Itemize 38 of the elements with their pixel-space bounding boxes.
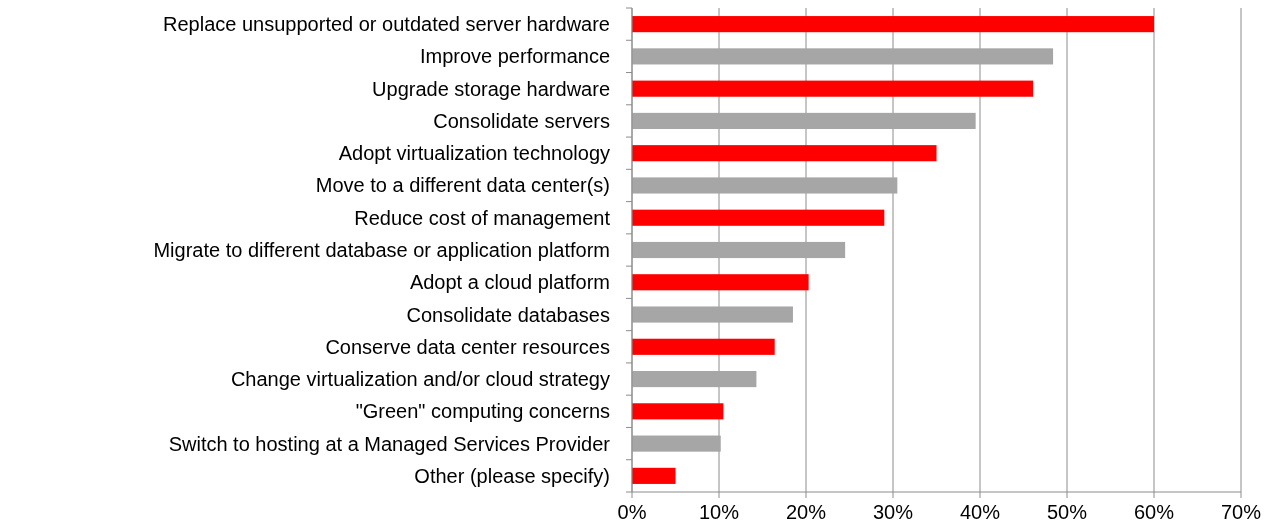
x-tick-label: 0%: [617, 501, 647, 523]
bar: [632, 145, 937, 162]
y-tick-label: Consolidate servers: [433, 109, 610, 132]
x-tick-label: 20%: [785, 501, 827, 523]
x-tick-label: 10%: [698, 501, 740, 523]
bar: [632, 177, 898, 194]
y-tick-label: Migrate to different database or application platform: [153, 239, 610, 261]
bar: [632, 241, 846, 259]
x-tick-label: 40%: [959, 501, 1001, 523]
bar: [632, 48, 1054, 65]
bar: [632, 467, 676, 484]
bar: [632, 274, 809, 291]
bar: [632, 209, 885, 226]
bar: [632, 435, 721, 452]
bar: [632, 371, 757, 388]
y-tick-label: Reduce cost of management: [354, 206, 611, 229]
x-tick-label: 70%: [1220, 501, 1262, 523]
y-tick-label: Improve performance: [419, 45, 610, 68]
y-tick-label: Upgrade storage hardware: [372, 77, 610, 100]
y-tick-label: Adopt virtualization technology: [338, 142, 610, 165]
y-tick-label: Switch to hosting at a Managed Services Provider: [168, 432, 611, 455]
y-tick-label: Move to a different data center(s): [315, 174, 610, 197]
x-tick-label: 30%: [872, 501, 914, 523]
x-tick-label: 60%: [1133, 501, 1175, 523]
y-tick-label: Replace unsupported or outdated server hardware: [163, 13, 610, 36]
bar: [632, 16, 1154, 33]
y-tick-label: Other (please specify): [414, 464, 610, 487]
x-tick-label: 50%: [1046, 501, 1088, 523]
y-tick-label: Adopt a cloud platform: [409, 271, 610, 294]
bar: [632, 306, 793, 323]
y-tick-label: Conserve data center resources: [325, 335, 610, 358]
bar: [632, 112, 976, 129]
y-tick-label: Change virtualization and/or cloud strategy: [230, 368, 610, 391]
bar: [632, 338, 775, 355]
y-tick-label: "Green" computing concerns: [355, 400, 610, 423]
bar: [632, 80, 1034, 97]
y-tick-label: Consolidate databases: [406, 303, 610, 326]
bar: [632, 403, 724, 420]
